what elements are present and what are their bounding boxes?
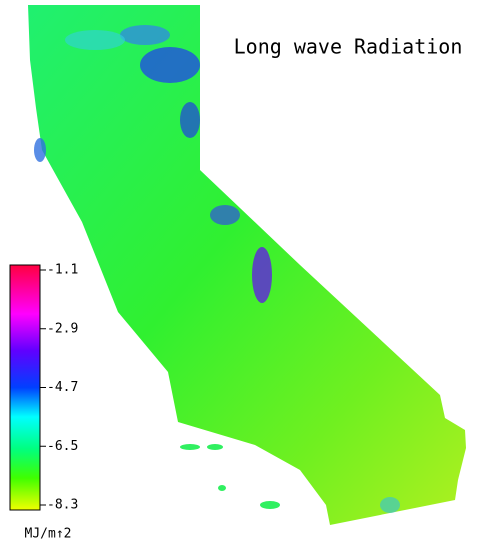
colorbar-tick-label: -2.9 [47, 321, 78, 336]
colorbar-ticks: -1.1 -2.9 -4.7 -6.5 -8.3 [40, 263, 78, 513]
colorbar-tick-label: -8.3 [47, 498, 78, 513]
map-title: Long wave Radiation [234, 35, 463, 59]
islands [180, 444, 280, 509]
high-terrain [34, 25, 400, 513]
colorbar-tick-label: -4.7 [47, 380, 78, 395]
colorbar-unit: MJ/m↑2 [25, 527, 72, 542]
state-outline [28, 5, 466, 525]
colorbar-tick-label: -6.5 [47, 439, 78, 454]
colorbar-tick-label: -1.1 [47, 263, 78, 278]
colorbar [9, 264, 41, 511]
